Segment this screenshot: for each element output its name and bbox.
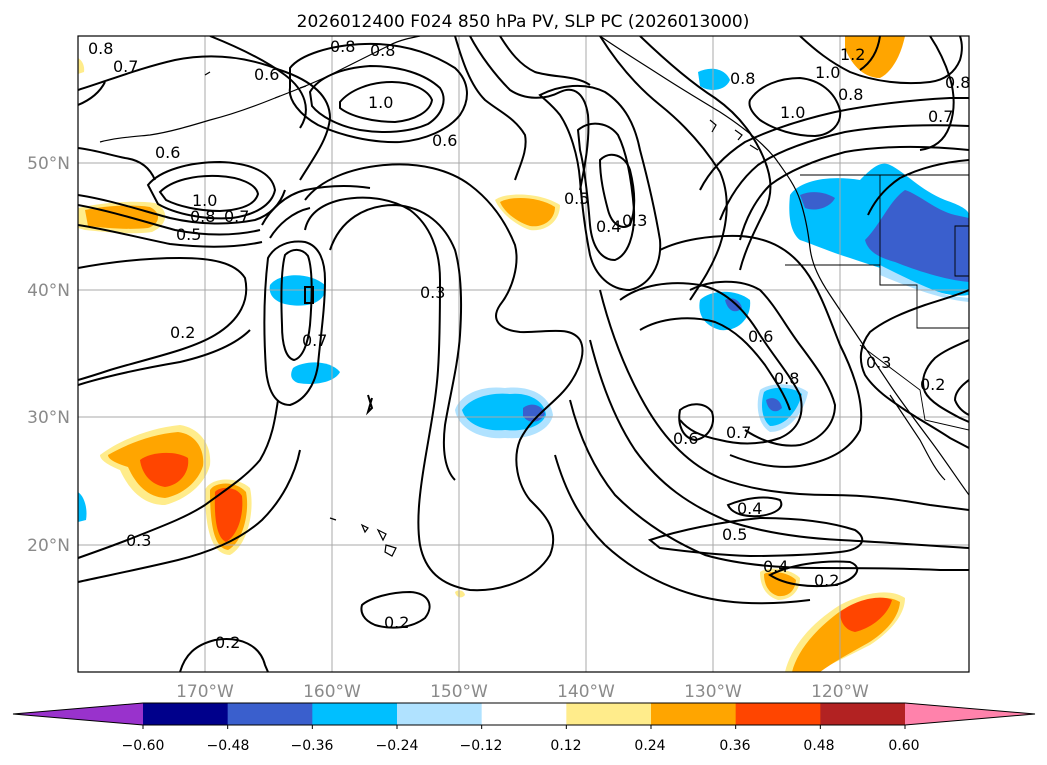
contour-label: 0.2: [384, 613, 409, 632]
pv-positive-region: [500, 197, 555, 227]
contour-label: 0.6: [254, 65, 279, 84]
contour-label: 0.5: [176, 225, 201, 244]
contour-label: 0.6: [155, 143, 180, 162]
colorbar: −0.60 −0.48 −0.36 −0.24 −0.12 0.12 0.24 …: [12, 702, 1036, 754]
contour-label: 0.7: [928, 107, 953, 126]
map-panel: 0.8 0.7 0.6 0.8 0.8 1.0 0.6 0.6 1.0 0.8 …: [78, 36, 970, 672]
pv-negative-region: [880, 265, 969, 302]
contour-label: 0.4: [763, 557, 788, 576]
contour-label: 0.6: [432, 131, 457, 150]
colorbar-swatch: [651, 703, 737, 725]
contour-label: 0.2: [215, 633, 240, 652]
pv-positive-region: [455, 590, 465, 598]
colorbar-swatch: [735, 703, 821, 725]
lon-label: 150°W: [430, 682, 488, 702]
colorbar-tick-label: −0.48: [207, 738, 250, 754]
colorbar-tick-label: 0.12: [550, 738, 581, 754]
contour-label: 0.3: [622, 211, 647, 230]
contour-label: 0.5: [722, 525, 747, 544]
lat-label: 20°N: [27, 536, 70, 556]
pv-negative-region: [698, 68, 730, 90]
contour-label: 1.0: [780, 103, 805, 122]
pv-negative-region: [78, 492, 87, 522]
latitude-labels: 50°N 40°N 30°N 20°N: [27, 154, 70, 556]
lon-label: 140°W: [557, 682, 615, 702]
colorbar-ticks: [142, 725, 906, 729]
pv-positive-region: [140, 452, 189, 487]
contour-label: 0.8: [330, 37, 355, 56]
colorbar-tick-label: 0.36: [719, 738, 750, 754]
colorbar-swatch: [227, 703, 313, 725]
contour-label: 0.4: [737, 499, 762, 518]
lat-label: 30°N: [27, 408, 70, 428]
contour-label: 0.8: [88, 39, 113, 58]
pv-negative-region: [800, 192, 835, 210]
contour-label: 1.2: [840, 45, 865, 64]
colorbar-tick-label: 0.24: [634, 738, 665, 754]
colorbar-tick-label: 0.60: [888, 738, 919, 754]
contour-label: 0.4: [596, 217, 621, 236]
lat-label: 40°N: [27, 281, 70, 301]
contour-label: 0.2: [170, 323, 195, 342]
contour-label: 0.3: [866, 353, 891, 372]
contour-label: 0.8: [774, 369, 799, 388]
colorbar-tick-label: −0.60: [122, 738, 165, 754]
colorbar-swatch: [566, 703, 652, 725]
pv-negative-region: [725, 298, 742, 312]
contour-label: 0.3: [126, 531, 151, 550]
contour-label: 0.5: [564, 189, 589, 208]
pv-negative-region: [762, 387, 802, 426]
lat-label: 50°N: [27, 154, 70, 174]
plot-title: 2026012400 F024 850 hPa PV, SLP PC (2026…: [297, 12, 750, 32]
pv-positive-region: [214, 487, 243, 542]
pv-positive-region: [764, 572, 796, 597]
colorbar-swatch: [481, 703, 567, 725]
map-frame: [77, 35, 970, 673]
colorbar-swatch: [143, 703, 229, 725]
contour-label: 0.8: [730, 69, 755, 88]
contour-label: 0.8: [190, 207, 215, 226]
contour-label: 1.0: [192, 191, 217, 210]
pv-negative-region: [462, 393, 546, 431]
contour-label: 0.6: [748, 327, 773, 346]
contour-label: 0.7: [224, 207, 249, 226]
pv-positive-region: [840, 597, 892, 632]
colorbar-swatch: [397, 703, 483, 725]
pv-positive-region: [78, 58, 85, 74]
contour-label: 1.0: [815, 63, 840, 82]
contour-label: 0.7: [113, 57, 138, 76]
contour-label: 0.8: [945, 73, 970, 92]
colorbar-tick-label: −0.24: [376, 738, 419, 754]
state-borders: [785, 174, 969, 431]
contour-labels: 0.8 0.7 0.6 0.8 0.8 1.0 0.6 0.6 1.0 0.8 …: [88, 37, 970, 652]
lon-label: 170°W: [176, 682, 234, 702]
pv-negative-region: [766, 398, 782, 412]
contour-label: 1.0: [368, 93, 393, 112]
colorbar-tick-label: 0.48: [803, 738, 834, 754]
colorbar-tick-label: −0.36: [291, 738, 334, 754]
colorbar-swatches: [13, 703, 1035, 725]
contour-label: 0.7: [302, 331, 327, 350]
colorbar-tick-label: −0.12: [460, 738, 503, 754]
pv-negative-region: [865, 190, 969, 282]
lon-label: 120°W: [811, 682, 869, 702]
contour-label: 0.6: [673, 429, 698, 448]
contour-label: 0.3: [420, 283, 445, 302]
contour-label: 0.7: [726, 423, 751, 442]
contour-label: 0.8: [370, 41, 395, 60]
contour-label: 0.8: [838, 85, 863, 104]
longitude-labels: 170°W 160°W 150°W 140°W 130°W 120°W: [176, 682, 869, 702]
colorbar-swatch: [820, 703, 906, 725]
slp-contours: [78, 36, 969, 672]
colorbar-swatch: [905, 703, 1035, 725]
contour-label: 0.2: [814, 571, 839, 590]
pv-positive-region: [845, 36, 905, 78]
lon-label: 130°W: [684, 682, 742, 702]
contour-label: 0.2: [920, 375, 945, 394]
lon-label: 160°W: [303, 682, 361, 702]
colorbar-swatch: [312, 703, 398, 725]
colorbar-swatch: [13, 703, 143, 725]
